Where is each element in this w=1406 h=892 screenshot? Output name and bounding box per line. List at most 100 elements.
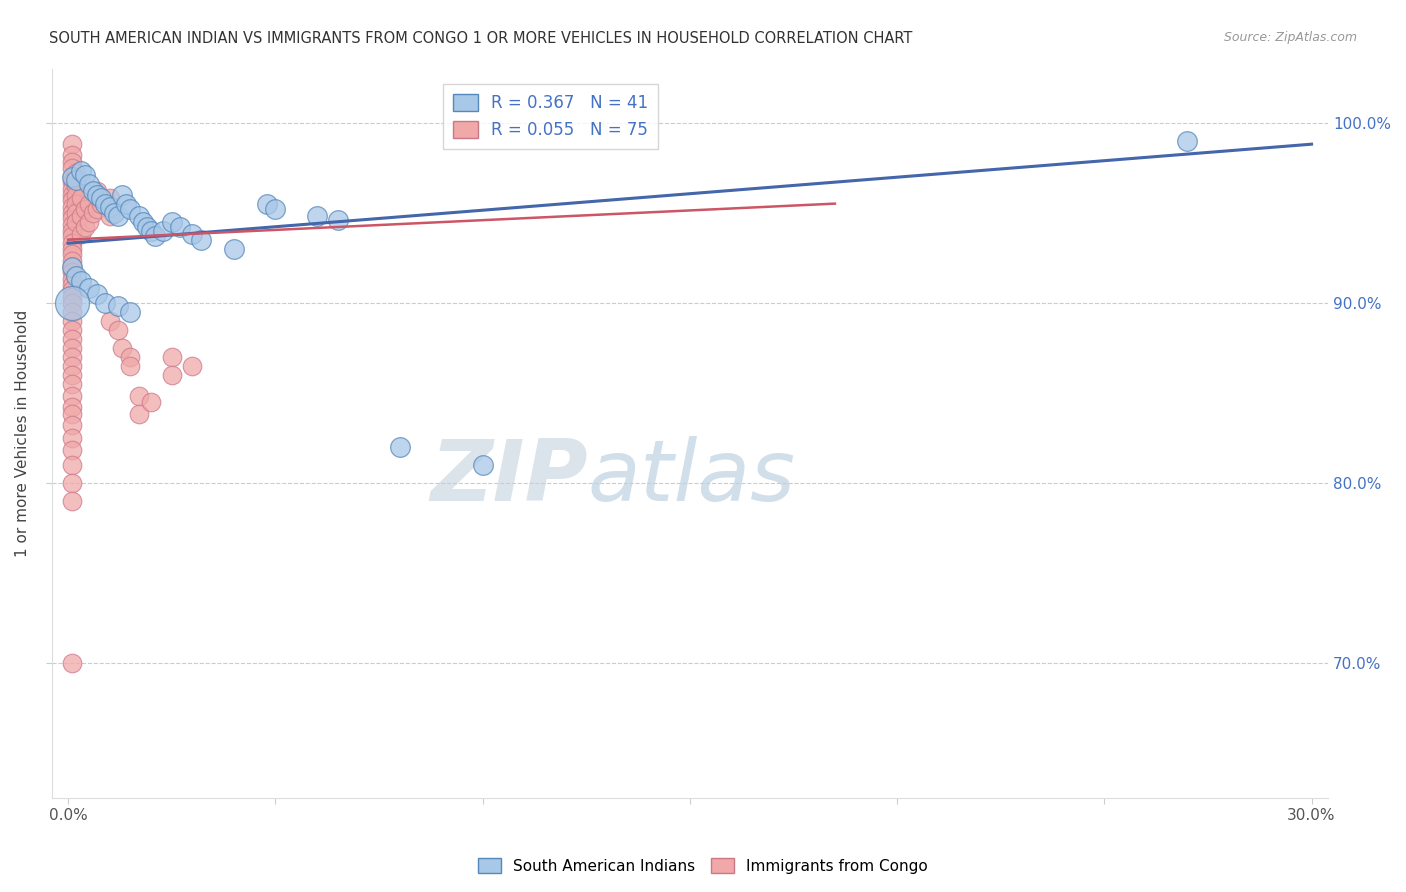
Point [77,177,100,191]
Point [60,475,83,490]
Point [160,368,183,382]
Point [120,350,142,364]
Point [128,389,150,403]
Point [60,332,83,346]
Point [135,220,157,235]
Point [73,202,96,216]
Point [120,359,142,373]
Point [139,224,162,238]
Point [98,209,121,223]
Point [326,212,349,227]
Point [60,254,83,268]
Point [111,187,134,202]
Point [90,196,112,211]
Point [60,260,83,274]
Point [82,205,104,219]
Point [139,394,162,409]
Point [60,272,83,286]
Point [60,493,83,508]
Point [73,220,96,235]
Point [107,323,129,337]
Point [65,187,87,202]
Point [60,187,83,202]
Point [1175,134,1198,148]
Point [60,656,83,670]
Point [60,359,83,373]
Point [60,200,83,214]
Point [77,214,100,228]
Point [107,209,129,223]
Point [60,458,83,472]
Point [60,193,83,207]
Point [128,209,150,223]
Point [94,196,117,211]
Point [65,166,87,180]
Point [65,173,87,187]
Point [69,274,91,288]
Point [73,168,96,182]
Point [65,268,87,283]
Point [69,227,91,242]
Point [256,196,278,211]
Point [86,187,108,202]
Point [98,200,121,214]
Point [160,350,183,364]
Point [60,376,83,391]
Point [94,295,117,310]
Point [120,304,142,318]
Text: SOUTH AMERICAN INDIAN VS IMMIGRANTS FROM CONGO 1 OR MORE VEHICLES IN HOUSEHOLD C: SOUTH AMERICAN INDIAN VS IMMIGRANTS FROM… [49,31,912,46]
Point [69,164,91,178]
Point [65,205,87,219]
Point [60,169,83,184]
Point [169,220,191,235]
Point [60,295,83,310]
Point [143,229,166,244]
Point [77,196,100,211]
Point [107,299,129,313]
Point [60,341,83,355]
Point [181,227,204,242]
Point [60,236,83,251]
Point [264,202,287,216]
Point [98,191,121,205]
Point [60,175,83,189]
Point [60,247,83,261]
Point [305,209,328,223]
Point [60,260,83,274]
Point [60,205,83,219]
Point [60,283,83,297]
Point [388,440,411,454]
Point [132,214,155,228]
Point [471,458,494,472]
Point [60,169,83,184]
Point [60,277,83,292]
Point [65,178,87,193]
Point [65,196,87,211]
Point [111,341,134,355]
Text: Source: ZipAtlas.com: Source: ZipAtlas.com [1223,31,1357,45]
Point [60,304,83,318]
Point [86,286,108,301]
Point [120,202,142,216]
Point [60,137,83,152]
Point [90,191,112,205]
Point [160,214,183,228]
Point [77,281,100,295]
Point [60,148,83,162]
Point [60,431,83,445]
Legend: South American Indians, Immigrants from Congo: South American Indians, Immigrants from … [472,852,934,880]
Point [86,184,108,198]
Text: ZIP: ZIP [430,435,588,518]
Point [69,209,91,223]
Point [128,408,150,422]
Point [222,242,245,256]
Text: atlas: atlas [588,435,796,518]
Point [190,233,212,247]
Point [60,155,83,169]
Point [152,224,174,238]
Point [86,202,108,216]
Legend: R = 0.367   N = 41, R = 0.055   N = 75: R = 0.367 N = 41, R = 0.055 N = 75 [443,84,658,149]
Point [60,182,83,196]
Point [82,184,104,198]
Point [103,205,125,219]
